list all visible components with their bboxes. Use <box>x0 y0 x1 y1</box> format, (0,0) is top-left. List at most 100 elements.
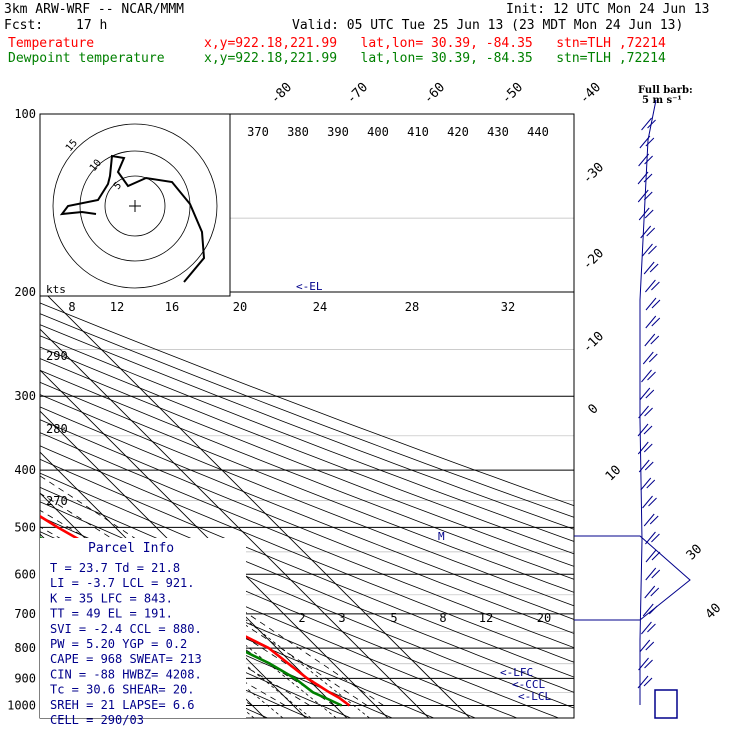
annotation: M <box>438 530 445 543</box>
wind-barb <box>651 569 661 579</box>
wind-barb <box>642 603 654 617</box>
parcel-row: K = 35 LFC = 843. <box>50 591 173 605</box>
isotherm--60 <box>0 114 19 718</box>
parcel-box <box>40 538 246 718</box>
frame-layer <box>39 113 575 719</box>
wind-barb <box>643 173 653 183</box>
wind-barb <box>644 585 656 599</box>
isotherm-label: -50 <box>499 80 526 107</box>
isotherm-label: 40 <box>703 601 725 623</box>
wind-barb <box>645 549 657 563</box>
wind-barb <box>646 227 656 237</box>
barb-legend-title: Full barb: <box>638 85 693 96</box>
wind-barb <box>637 171 649 185</box>
wind-barb <box>651 317 661 327</box>
wind-barb <box>644 659 653 669</box>
wind-barb <box>645 567 657 581</box>
theta-label: 420 <box>447 125 469 139</box>
wind-barbs <box>574 99 691 719</box>
wind-barb <box>643 191 653 201</box>
hodo-ring <box>104 175 166 237</box>
wind-barb <box>648 497 657 507</box>
mixing-ratio-label: 12 <box>479 611 493 625</box>
isotherm-label: 30 <box>684 542 706 564</box>
pressure-label-1000: 1000 <box>7 698 36 712</box>
theta-label: 430 <box>487 125 509 139</box>
annotation: <-LCL <box>518 690 551 703</box>
moist-adiabat-14 <box>40 549 310 706</box>
wind-barb <box>650 335 660 345</box>
mixing-ratio-label: 5 <box>390 611 397 625</box>
wind-barb <box>647 371 656 381</box>
theta-e-label: 280 <box>46 422 68 436</box>
dry-adiabat-380 <box>40 445 574 663</box>
mixing-ratio-label: 20 <box>537 611 551 625</box>
moist-adiabat-28 <box>40 492 368 706</box>
pressure-label-400: 400 <box>14 463 36 477</box>
dewpoint-location: x,y=922.18,221.99 lat,lon= 30.39, -84.35… <box>204 51 666 66</box>
hodo-ring-label: 5 <box>112 180 124 192</box>
wind-barb <box>648 245 657 255</box>
dry-adiabat-470 <box>40 335 574 542</box>
mixing-ratio-label: 8 <box>439 611 446 625</box>
surface-barb-box <box>654 689 678 719</box>
parcel-row: PW = 5.20 YGP = 0.2 <box>50 637 187 651</box>
wind-barb <box>648 353 658 363</box>
wind-barb <box>645 641 655 651</box>
dry-adiabat-430 <box>40 381 574 593</box>
theta-label: 380 <box>287 125 309 139</box>
wind-barb <box>638 657 649 671</box>
theta-label: 390 <box>327 125 349 139</box>
forecast-label: Fcst: <box>4 18 44 33</box>
wind-barb <box>644 333 656 347</box>
wind-barb <box>637 189 649 203</box>
model-title: 3km ARW-WRF -- NCAR/MMM <box>4 2 185 17</box>
parcel-row: T = 23.7 Td = 21.8 <box>50 561 180 575</box>
wind-barb <box>645 297 657 311</box>
parcel-row: TT = 49 EL = 191. <box>50 607 173 621</box>
mid-label: 16 <box>165 300 179 314</box>
dewpoint-legend: Dewpoint temperature <box>8 51 165 66</box>
wind-barb <box>650 587 660 597</box>
pressure-label-700: 700 <box>14 607 36 621</box>
mixing-ratio-label: 2 <box>298 611 305 625</box>
isotherm-label: -30 <box>580 160 607 187</box>
mid-label: 20 <box>233 300 247 314</box>
plot-frame <box>39 113 575 719</box>
wind-barb <box>641 117 652 131</box>
isotherm-50 <box>40 287 471 718</box>
wind-barb <box>642 351 654 365</box>
wind-barb <box>640 225 652 239</box>
mid-label: 28 <box>405 300 419 314</box>
wind-barb <box>643 261 655 275</box>
wind-barb <box>643 513 655 527</box>
cape-outline <box>574 535 691 621</box>
dry-adiabat-460 <box>40 346 574 555</box>
mixing-ratio-line-12 <box>157 573 337 718</box>
wind-barb <box>642 243 653 257</box>
annotation: <-CCL <box>512 678 545 691</box>
dewpoint-line <box>40 536 343 707</box>
wind-barb <box>645 137 655 147</box>
isotherm-label: -80 <box>268 80 295 107</box>
wind-barb <box>644 155 653 165</box>
forecast-hour: 17 h <box>76 18 108 33</box>
mid-label: 8 <box>68 300 75 314</box>
annotation: <-LFC <box>500 666 533 679</box>
parcel-row: CIN = -88 HWBZ= 4208. <box>50 667 202 681</box>
wind-barb <box>645 315 657 329</box>
wind-barb <box>638 405 649 419</box>
theta-e-label: 270 <box>46 494 68 508</box>
isotherm-label: -20 <box>580 246 607 273</box>
dry-adiabat-410 <box>40 406 574 620</box>
mid-label: 12 <box>110 300 124 314</box>
wind-barb <box>638 207 650 221</box>
pressure-label-100: 100 <box>14 107 36 121</box>
parcel-row: SVI = -2.4 CCL = 880. <box>50 622 202 636</box>
wind-barb <box>651 551 661 561</box>
wind-barb <box>641 369 652 383</box>
wind-barb <box>637 675 649 689</box>
isotherm-label: -10 <box>580 329 607 356</box>
